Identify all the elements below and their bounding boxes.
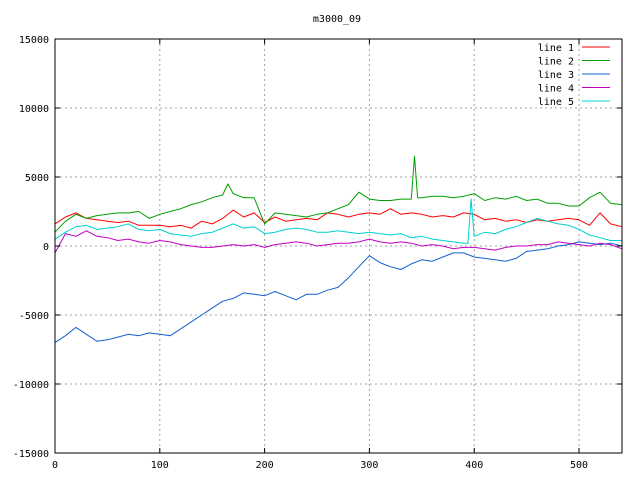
- x-tick-label: 300: [360, 460, 378, 471]
- y-tick-label: -10000: [13, 380, 49, 391]
- legend-label-4: line 4: [538, 84, 574, 95]
- y-tick-label: 10000: [19, 104, 49, 115]
- legend-label-5: line 5: [538, 97, 574, 108]
- x-tick-label: 500: [570, 460, 588, 471]
- chart-grid: [55, 39, 622, 453]
- series-line-4: [54, 230, 623, 254]
- legend-label-2: line 2: [538, 57, 574, 68]
- y-tick-label: 0: [43, 242, 49, 253]
- legend-label-1: line 1: [538, 43, 574, 54]
- series-line-3: [54, 241, 623, 344]
- x-tick-label: 200: [256, 460, 274, 471]
- y-tick-label: 5000: [25, 173, 49, 184]
- chart-title: m3000_09: [313, 14, 361, 25]
- y-tick-label: -5000: [19, 311, 49, 322]
- series-line-5: [54, 198, 622, 244]
- chart-legend: line 1 line 2 line 3 line 4 line 5: [538, 43, 610, 108]
- chart-series-group: [54, 155, 623, 344]
- y-tick-label: 15000: [19, 35, 49, 46]
- x-tick-label: 0: [52, 460, 58, 471]
- legend-label-3: line 3: [538, 70, 574, 81]
- y-tick-label: -15000: [13, 449, 49, 460]
- series-line-2: [54, 155, 623, 233]
- x-tick-label: 100: [151, 460, 169, 471]
- x-tick-label: 400: [465, 460, 483, 471]
- axis-ticks: 0 100 200 300 400 500 -15000 -10000 -5000 0 5000 10…: [13, 35, 622, 471]
